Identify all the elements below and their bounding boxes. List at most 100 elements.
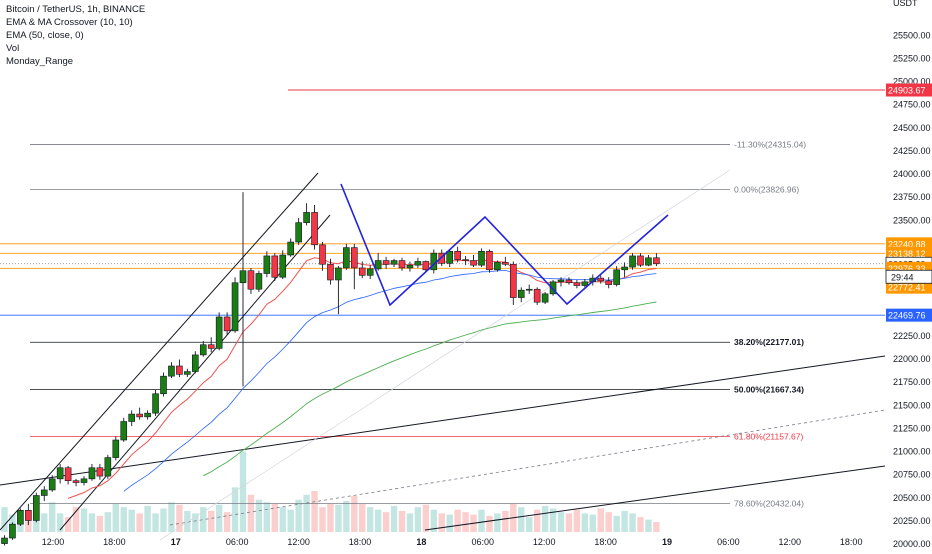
candle-body <box>120 421 128 441</box>
volume-bar <box>104 512 112 532</box>
volume-bar <box>557 512 565 532</box>
volume-bar <box>41 513 48 532</box>
candles <box>1 192 660 546</box>
volume-bar <box>176 504 183 532</box>
candle <box>239 192 247 387</box>
volume-bar <box>160 508 167 532</box>
candle <box>40 486 48 502</box>
y-tick-label: 24500.00 <box>893 123 931 133</box>
candle-body <box>605 280 613 285</box>
candle-body <box>645 257 652 266</box>
candle-body <box>470 260 477 266</box>
volume-bar <box>208 510 215 532</box>
volume-bar <box>96 515 104 532</box>
price-label-text: 22469.76 <box>888 311 926 321</box>
candle-body <box>176 365 183 375</box>
candle-body <box>1 537 8 544</box>
candle-body <box>327 263 334 281</box>
candle-body <box>541 293 549 303</box>
candle-body <box>160 375 167 395</box>
candle <box>184 368 191 378</box>
candle <box>32 492 40 523</box>
legend-vol[interactable]: Vol <box>6 43 20 54</box>
candle-body <box>502 262 509 265</box>
volume-bar <box>581 513 589 532</box>
candle <box>176 359 183 378</box>
candle <box>565 277 573 285</box>
pattern-line <box>340 183 669 307</box>
legend-symbol[interactable]: Bitcoin / TetherUS, 1h, BINANCE <box>6 4 146 15</box>
volume-bar <box>597 508 604 532</box>
candle <box>350 243 358 290</box>
candle <box>486 249 493 273</box>
volume-bar <box>613 515 620 532</box>
y-tick-label: 22250.00 <box>893 331 931 341</box>
candle-body <box>454 251 461 260</box>
candle <box>390 258 398 268</box>
x-tick-label: 06:00 <box>717 537 740 547</box>
volume-bar <box>64 517 72 532</box>
candle <box>382 256 390 269</box>
fib-level-label: 38.20%(22177.01) <box>734 337 804 347</box>
x-tick-label: 18:00 <box>103 537 126 547</box>
y-tick-label: 25000.00 <box>893 77 931 87</box>
countdown-text: 29:44 <box>891 272 914 282</box>
volume-bar <box>128 509 135 532</box>
candle-body <box>17 509 24 525</box>
volume-bar <box>215 504 223 532</box>
volume-bar <box>374 509 382 532</box>
candle-body <box>223 316 231 332</box>
legend: Bitcoin / TetherUS, 1h, BINANCE EMA & MA… <box>6 3 145 68</box>
candle-body <box>287 241 295 256</box>
candle-body <box>573 282 581 286</box>
candle <box>446 249 454 268</box>
candle-body <box>192 354 199 372</box>
volume-bar <box>629 513 636 532</box>
volume-bar <box>168 502 175 532</box>
fibonacci-retracement: -11.30%(24315.04) 0.00%(23826.96) 38.20%(2… <box>30 139 806 509</box>
candle <box>541 292 549 305</box>
candle-body <box>509 263 517 298</box>
countdown-box <box>885 269 932 284</box>
candle <box>72 478 80 487</box>
candle <box>271 253 279 281</box>
trendline <box>0 172 319 531</box>
legend-monday-range[interactable]: Monday_Range <box>6 56 74 67</box>
candle-body <box>88 467 96 480</box>
y-tick-label: 25250.00 <box>893 53 931 63</box>
legend-ema50[interactable]: EMA (50, close, 0) <box>6 30 84 41</box>
candle-body <box>112 439 120 458</box>
x-tick-label: 18 <box>416 537 426 547</box>
price-label-box <box>886 280 932 294</box>
candle <box>374 253 382 271</box>
volume-bar <box>335 504 342 532</box>
y-tick-label: 23500.00 <box>893 215 931 225</box>
candle <box>653 253 660 267</box>
legend-ema-crossover[interactable]: EMA & MA Crossover (10, 10) <box>6 17 133 28</box>
volume-bar <box>533 509 541 532</box>
candle-body <box>581 281 589 286</box>
candle-body <box>25 509 32 521</box>
volume-bar <box>120 507 127 532</box>
volume-bars <box>1 451 660 532</box>
candle <box>557 277 565 287</box>
candle <box>152 390 159 416</box>
price-label-text: 23240.88 <box>888 239 926 249</box>
y-tick-label: 22000.00 <box>893 354 931 364</box>
volume-bar <box>311 491 318 532</box>
candle <box>525 284 533 294</box>
volume-bar <box>414 507 422 532</box>
candle-body <box>247 270 255 290</box>
candle <box>160 372 167 397</box>
candle <box>414 257 422 268</box>
candle-body <box>152 393 159 414</box>
volume-bar <box>327 503 334 532</box>
volume-bar <box>144 505 151 532</box>
candle-body <box>422 261 430 271</box>
candle-body <box>199 344 207 356</box>
x-tick-label: 17 <box>171 537 181 547</box>
pattern-drawing <box>340 183 669 307</box>
volume-bar <box>303 494 310 532</box>
